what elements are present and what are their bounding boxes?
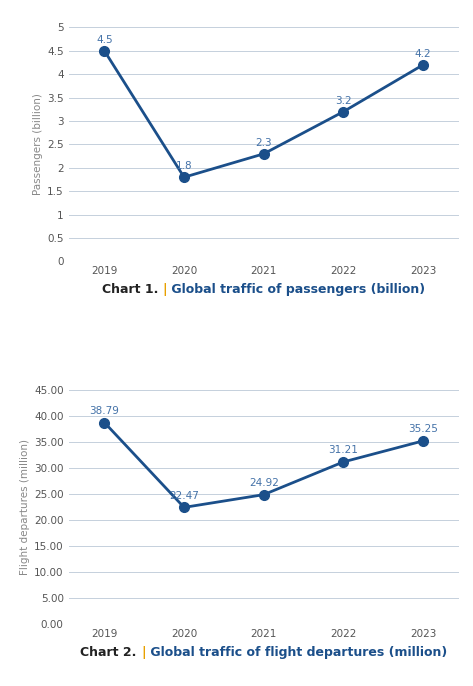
Text: |: | [163,283,167,296]
Text: 4.2: 4.2 [415,49,431,59]
Text: Global traffic of flight departures (million): Global traffic of flight departures (mil… [146,646,447,659]
Text: 4.5: 4.5 [96,35,113,45]
Text: 24.92: 24.92 [249,478,279,488]
Text: Chart 1.: Chart 1. [102,283,163,296]
Text: 1.8: 1.8 [176,161,193,171]
Text: |: | [141,646,146,659]
Y-axis label: Passengers (billion): Passengers (billion) [33,93,43,196]
Text: Chart 2.: Chart 2. [80,646,141,659]
Text: 38.79: 38.79 [89,405,119,416]
Text: 22.47: 22.47 [169,490,199,501]
Text: Global traffic of passengers (billion): Global traffic of passengers (billion) [167,283,425,296]
Y-axis label: Flight departures (million): Flight departures (million) [20,439,30,576]
Text: 35.25: 35.25 [408,424,438,434]
Text: 2.3: 2.3 [255,138,272,147]
Text: 3.2: 3.2 [335,95,351,106]
Text: 31.21: 31.21 [328,445,358,456]
